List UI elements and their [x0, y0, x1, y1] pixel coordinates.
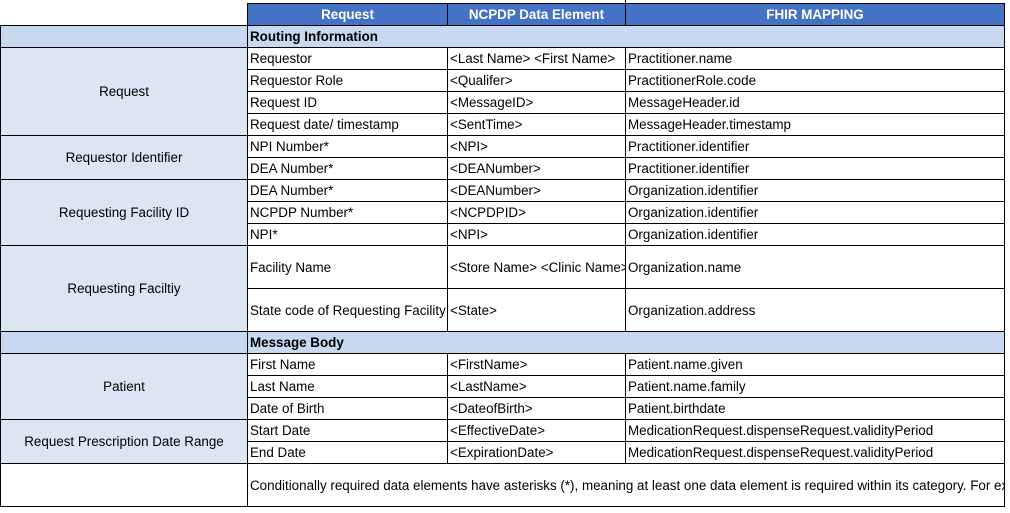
- table-row: Requestor Role <Qualifer> PractitionerRo…: [1, 69, 1005, 92]
- ncpdp-cell: <NCPDPID>: [447, 201, 626, 224]
- fhir-cell: MessageHeader.id: [625, 91, 1005, 114]
- ncpdp-cell: <DEANumber>: [447, 179, 626, 202]
- fhir-cell: MessageHeader.timestamp: [625, 113, 1005, 136]
- table-row: Patient First Name <FirstName> Patient.n…: [0, 353, 1005, 420]
- ncpdp-cell: <NPI>: [447, 223, 626, 246]
- ncpdp-cell: <FirstName>: [447, 353, 626, 376]
- fhir-cell: Patient.name.given: [625, 353, 1005, 376]
- fhir-cell: Organization.identifier: [625, 223, 1005, 246]
- section-routing-spacer: [0, 25, 248, 48]
- table-row: NPI* <NPI> Organization.identifier: [1, 223, 1005, 246]
- table-row: NCPDP Number* <NCPDPID> Organization.ide…: [1, 201, 1005, 224]
- table-row: Requesting Faciltiy Facility Name <Store…: [0, 245, 1005, 332]
- group-patient: Patient: [0, 353, 248, 420]
- note-left-blank: [0, 463, 248, 507]
- table-row: State code of Requesting Facility <State…: [1, 288, 1005, 332]
- fhir-cell: MedicationRequest.dispenseRequest.validi…: [625, 419, 1005, 442]
- group-requesting-facility-id: Requesting Facility ID: [0, 179, 248, 246]
- group-requesting-facility: Requesting Faciltiy: [0, 245, 248, 332]
- ncpdp-cell: <Last Name> <First Name>: [447, 47, 626, 70]
- table-row: DEA Number* <DEANumber> Practitioner.ide…: [1, 157, 1005, 180]
- header-request: Request: [247, 3, 448, 26]
- request-cell: Request ID: [247, 91, 448, 114]
- ncpdp-cell: <LastName>: [447, 375, 626, 398]
- request-cell: NPI*: [247, 223, 448, 246]
- table-row: Request Requestor <Last Name> <First Nam…: [0, 47, 1005, 136]
- request-cell: First Name: [247, 353, 448, 376]
- group-request: Request: [0, 47, 248, 136]
- ncpdp-cell: <ExpirationDate>: [447, 441, 626, 464]
- fhir-cell: Patient.birthdate: [625, 397, 1005, 420]
- section-row-routing: Routing Information: [0, 25, 1005, 48]
- ncpdp-cell: <MessageID>: [447, 91, 626, 114]
- fhir-cell: MedicationRequest.dispenseRequest.validi…: [625, 441, 1005, 464]
- request-cell: State code of Requesting Facility: [247, 288, 448, 332]
- ncpdp-cell: <Qualifer>: [447, 69, 626, 92]
- table-row: End Date <ExpirationDate> MedicationRequ…: [1, 441, 1005, 464]
- request-cell: Start Date: [247, 419, 448, 442]
- request-cell: DEA Number*: [247, 179, 448, 202]
- group-requestor-identifier: Requestor Identifier: [0, 135, 248, 180]
- fhir-cell: Organization.identifier: [625, 201, 1005, 224]
- fhir-cell: Organization.address: [625, 288, 1005, 332]
- ncpdp-cell: <NPI>: [447, 135, 626, 158]
- request-cell: Requestor: [247, 47, 448, 70]
- section-body-spacer: [0, 331, 248, 354]
- table-row: Last Name <LastName> Patient.name.family: [1, 375, 1005, 398]
- ncpdp-cell: <State>: [447, 288, 626, 332]
- mapping-table: Request NCPDP Data Element FHIR MAPPING …: [0, 3, 1005, 507]
- header-blank: [1, 4, 248, 26]
- fhir-cell: Organization.name: [625, 245, 1005, 289]
- request-cell: Requestor Role: [247, 69, 448, 92]
- fhir-cell: Practitioner.identifier: [625, 135, 1005, 158]
- request-cell: Last Name: [247, 375, 448, 398]
- ncpdp-cell: <EffectiveDate>: [447, 419, 626, 442]
- table-row: Request Prescription Date Range Start Da…: [0, 419, 1005, 464]
- fhir-cell: Organization.identifier: [625, 179, 1005, 202]
- note-row: Conditionally required data elements hav…: [0, 463, 1005, 507]
- asterisk-note: Conditionally required data elements hav…: [247, 463, 1005, 507]
- ncpdp-cell: <DEANumber>: [447, 157, 626, 180]
- section-routing-label: Routing Information: [247, 25, 1005, 48]
- request-cell: NPI Number*: [247, 135, 448, 158]
- header-row: Request NCPDP Data Element FHIR MAPPING: [1, 3, 1005, 26]
- request-cell: Request date/ timestamp: [247, 113, 448, 136]
- group-prescription-date-range: Request Prescription Date Range: [0, 419, 248, 464]
- ncpdp-cell: <DateofBirth>: [447, 397, 626, 420]
- section-row-body: Message Body: [0, 331, 1005, 354]
- request-cell: Facility Name: [247, 245, 448, 289]
- request-cell: End Date: [247, 441, 448, 464]
- fhir-cell: Practitioner.identifier: [625, 157, 1005, 180]
- table-row: Requesting Facility ID DEA Number* <DEAN…: [0, 179, 1005, 246]
- table-row: Requestor Identifier NPI Number* <NPI> P…: [0, 135, 1005, 180]
- header-fhir: FHIR MAPPING: [625, 3, 1005, 26]
- column-divider-stub: [625, 0, 626, 3]
- ncpdp-cell: <SentTime>: [447, 113, 626, 136]
- fhir-cell: Patient.name.family: [625, 375, 1005, 398]
- fhir-cell: PractitionerRole.code: [625, 69, 1005, 92]
- table-row: Request ID <MessageID> MessageHeader.id: [1, 91, 1005, 114]
- ncpdp-cell: <Store Name> <Clinic Name>: [447, 245, 626, 289]
- fhir-cell: Practitioner.name: [625, 47, 1005, 70]
- request-cell: Date of Birth: [247, 397, 448, 420]
- request-cell: NCPDP Number*: [247, 201, 448, 224]
- section-body-label: Message Body: [247, 331, 1005, 354]
- request-cell: DEA Number*: [247, 157, 448, 180]
- header-ncpdp: NCPDP Data Element: [447, 3, 626, 26]
